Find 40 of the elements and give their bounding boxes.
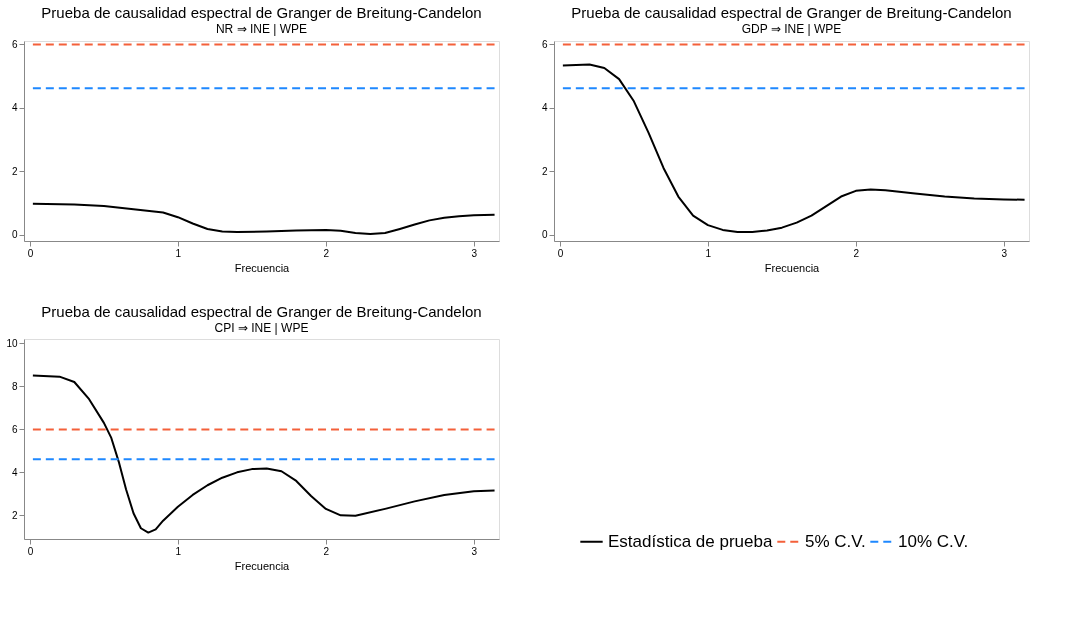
y-tick-label: 6 — [11, 423, 18, 435]
line-series — [561, 63, 1026, 234]
x-tick-label: 1 — [175, 247, 182, 259]
chart-title: Prueba de causalidad espectral de Granger de Breitung-Candelon — [571, 4, 1012, 22]
x-tick-label: 1 — [175, 545, 182, 557]
y-tick-label: 2 — [11, 165, 18, 177]
x-axis-title: Frecuencia — [764, 261, 821, 274]
x-tick-label: 2 — [323, 545, 330, 557]
y-tick-label: 0 — [541, 229, 548, 241]
y-tick-label: 2 — [11, 509, 18, 521]
chart-subtitle: NR ⇒ INE | WPE — [215, 22, 308, 37]
x-tick-label: 0 — [27, 247, 34, 259]
x-tick-label: 1 — [705, 247, 712, 259]
y-tick-label: 0 — [11, 229, 18, 241]
y-tick-label: 4 — [11, 466, 18, 478]
y-tick-label: 6 — [541, 38, 548, 50]
legend-label: Estadística de prueba — [608, 531, 773, 551]
x-tick-label: 3 — [471, 247, 478, 259]
x-tick-label: 3 — [1001, 247, 1008, 259]
x-tick-label: 0 — [27, 545, 34, 557]
x-tick-label: 2 — [323, 247, 330, 259]
y-tick-label: 4 — [541, 102, 548, 114]
chart-subtitle: CPI ⇒ INE | WPE — [214, 321, 309, 336]
chart-subtitle: GDP ⇒ INE | WPE — [741, 22, 842, 37]
x-tick-label: 0 — [557, 247, 564, 259]
x-axis-title: Frecuencia — [234, 559, 291, 572]
x-tick-label: 3 — [471, 545, 478, 557]
x-axis-title: Frecuencia — [234, 261, 291, 274]
legend-label: 10% C.V. — [898, 531, 969, 551]
y-tick-label: 8 — [11, 380, 18, 392]
chart-title: Prueba de causalidad espectral de Granger de Breitung-Candelon — [41, 303, 482, 321]
line-series — [31, 202, 496, 236]
x-tick-label: 2 — [853, 247, 860, 259]
line-series — [31, 374, 496, 534]
y-tick-label: 2 — [541, 165, 548, 177]
chart-title: Prueba de causalidad espectral de Granger de Breitung-Candelon — [41, 4, 482, 22]
y-tick-label: 10 — [6, 337, 18, 349]
legend-label: 5% C.V. — [805, 531, 866, 551]
y-tick-label: 4 — [11, 102, 18, 114]
y-tick-label: 6 — [11, 38, 18, 50]
